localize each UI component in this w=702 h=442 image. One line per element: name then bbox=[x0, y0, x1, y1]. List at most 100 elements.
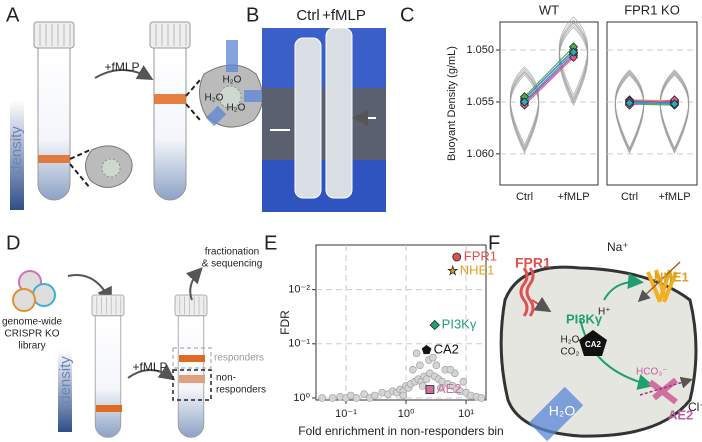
gene-label: CA2 bbox=[434, 341, 459, 356]
x-tick-label: Ctrl bbox=[516, 191, 533, 203]
x-tick-label: +fMLP bbox=[658, 191, 690, 203]
cell-band bbox=[38, 155, 70, 163]
point bbox=[432, 361, 441, 370]
violin bbox=[659, 69, 690, 149]
nucleus bbox=[218, 85, 242, 109]
point bbox=[519, 97, 530, 107]
violin bbox=[558, 19, 589, 99]
water-label: H₂O bbox=[227, 103, 246, 114]
violin bbox=[614, 69, 645, 149]
panel-label: C bbox=[400, 4, 414, 26]
ion-label: HCO₃⁻ bbox=[636, 367, 668, 378]
y-tick-label: 10⁻¹ bbox=[288, 338, 310, 350]
violin bbox=[614, 70, 645, 150]
donor-line bbox=[629, 100, 675, 103]
gene-label: NHE1 bbox=[460, 262, 495, 277]
y-tick-label: 10⁻² bbox=[288, 284, 310, 296]
photo-label: +fMLP bbox=[322, 7, 366, 24]
panel-label: E bbox=[264, 232, 277, 254]
glove bbox=[262, 160, 386, 212]
treatment-label: +fMLP bbox=[104, 60, 139, 74]
x-tick-label: 10⁰ bbox=[398, 408, 415, 420]
point bbox=[425, 385, 435, 394]
cell bbox=[32, 283, 56, 307]
tube bbox=[174, 294, 208, 438]
water-label: H₂O bbox=[223, 75, 242, 86]
violin bbox=[509, 66, 540, 146]
violin bbox=[659, 73, 690, 153]
gene-label: FPR1 bbox=[464, 248, 497, 263]
point bbox=[421, 344, 432, 355]
point bbox=[459, 377, 468, 386]
violin bbox=[614, 72, 645, 152]
point bbox=[429, 353, 437, 362]
library-label: genome-wide bbox=[2, 317, 62, 328]
water-arrows bbox=[205, 40, 262, 127]
band-arrows bbox=[270, 118, 376, 130]
ae2-label: AE2 bbox=[668, 407, 693, 422]
violin bbox=[558, 26, 589, 107]
y-axis-label: Buoyant Density (g/mL) bbox=[446, 46, 458, 161]
donor-line bbox=[524, 56, 574, 106]
glove bbox=[262, 28, 386, 88]
y-tick-label: 10⁰ bbox=[293, 392, 310, 404]
fraction-box bbox=[172, 369, 212, 401]
pi3k-label: PI3Kγ bbox=[566, 311, 603, 326]
cell-band bbox=[154, 94, 186, 104]
arrow bbox=[603, 273, 644, 301]
density-label: density bbox=[57, 356, 74, 404]
plot-frame bbox=[499, 21, 599, 186]
donor-line bbox=[524, 51, 574, 103]
point bbox=[418, 382, 427, 390]
fractionation-label: & sequencing bbox=[202, 259, 263, 270]
non-responders-label: responders bbox=[216, 385, 266, 396]
point bbox=[452, 252, 462, 262]
enzyme-label: CA2 bbox=[585, 340, 602, 349]
tube bbox=[91, 294, 125, 438]
density-label: density bbox=[8, 126, 25, 174]
x-tick-label: 10¹ bbox=[458, 408, 474, 420]
water-label: H₂O bbox=[205, 93, 224, 104]
point bbox=[429, 319, 440, 331]
ion-arrow bbox=[639, 376, 693, 396]
point bbox=[352, 394, 361, 402]
arrow bbox=[185, 267, 203, 301]
point bbox=[399, 391, 408, 400]
arrow bbox=[531, 296, 552, 313]
nhe1-label: NHE1 bbox=[654, 269, 689, 284]
cell bbox=[12, 288, 36, 312]
subplot-title: WT bbox=[539, 2, 559, 17]
density-gradient bbox=[58, 350, 72, 432]
y-tick-label: 1.060 bbox=[466, 148, 494, 160]
receptor bbox=[519, 267, 535, 317]
molecule-label: H₂O bbox=[561, 335, 580, 346]
point bbox=[328, 394, 337, 402]
panel-label: B bbox=[246, 4, 259, 26]
zoom-lines bbox=[69, 149, 91, 189]
library-label: library bbox=[18, 341, 45, 352]
subplot-title: FPR1 KO bbox=[624, 2, 680, 17]
density-gradient bbox=[10, 100, 24, 210]
arrow bbox=[94, 65, 154, 80]
fraction-box bbox=[172, 347, 212, 369]
y-axis-label: FDR bbox=[278, 310, 292, 335]
water-label: H₂O bbox=[549, 403, 576, 419]
zoom-lines bbox=[185, 79, 201, 121]
point bbox=[447, 264, 459, 276]
gene-label: AE2 bbox=[437, 381, 462, 396]
plot-frame bbox=[606, 21, 698, 186]
library-label: CRISPR KO bbox=[4, 329, 59, 340]
ion-label: Na⁺ bbox=[607, 240, 629, 254]
water-arrow bbox=[528, 386, 584, 442]
treatment-label: +fMLP bbox=[132, 360, 167, 374]
violin bbox=[558, 16, 589, 96]
photo-label: Ctrl bbox=[296, 7, 319, 24]
donor-line bbox=[629, 99, 675, 106]
panel-label: D bbox=[6, 232, 20, 254]
point bbox=[360, 390, 368, 398]
point bbox=[624, 98, 635, 108]
panel-label: F bbox=[488, 232, 500, 254]
violin bbox=[659, 71, 690, 151]
donor-line bbox=[524, 46, 574, 98]
